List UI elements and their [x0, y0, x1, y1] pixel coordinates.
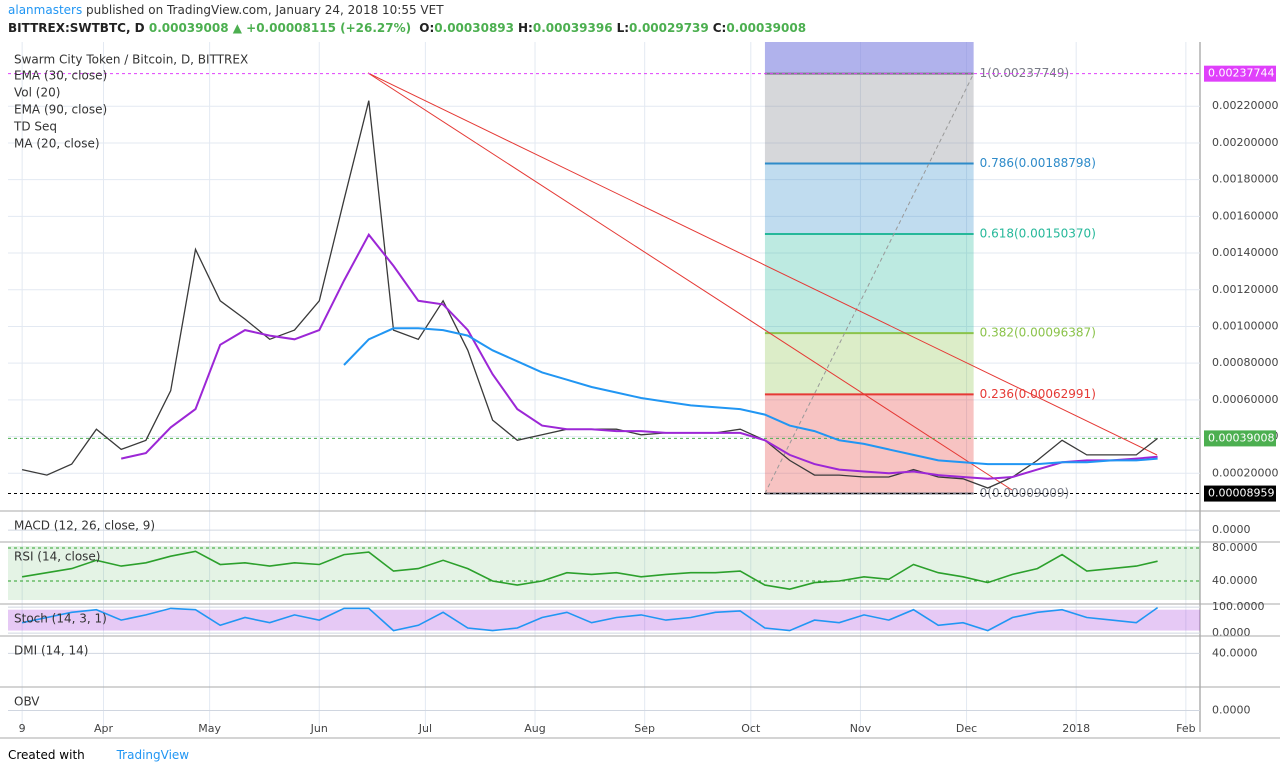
pane-line	[21, 606, 1159, 632]
fib-label: 0(0.00009009)	[980, 486, 1070, 500]
fib-label: 0.382(0.00096387)	[980, 326, 1096, 340]
author: alanmasters	[8, 3, 83, 17]
price-badge-label: 0.00008959	[1208, 487, 1274, 500]
change: ▲ +0.00008115 (+26.27%)	[232, 21, 412, 35]
y-tick-label: 0.00220000	[1212, 99, 1278, 112]
x-tick-label: Dec	[956, 722, 977, 735]
x-tick-label: Sep	[634, 722, 655, 735]
legend-entry: TD Seq	[13, 120, 57, 134]
y-tick-label: 0.00060000	[1212, 393, 1278, 406]
x-tick-label: 9	[19, 722, 26, 735]
ohlc-value: 0.00030893	[434, 21, 515, 35]
price-badge	[1204, 430, 1276, 447]
x-tick-label: Jul	[418, 722, 432, 735]
fib-label: 0.786(0.00188798)	[980, 156, 1096, 170]
ohlc-key: C:	[712, 21, 727, 35]
y-tick-label: 0.00200000	[1212, 136, 1278, 149]
header-line: alanmasters published on TradingView.com…	[8, 3, 444, 17]
y-tick-label: 0.00080000	[1212, 356, 1278, 369]
x-tick-label: 2018	[1062, 722, 1090, 735]
x-tick-label: Apr	[94, 722, 114, 735]
pane-title: OBV	[14, 695, 40, 709]
pane-title: MACD (12, 26, close, 9)	[14, 519, 155, 533]
x-tick-label: Jun	[310, 722, 328, 735]
indicator-line	[120, 232, 1158, 480]
y-tick-label: 0.0000	[1212, 626, 1251, 639]
price-axis-bg	[1200, 42, 1280, 732]
symbol: BITTREX:SWTBTC, D	[8, 21, 145, 35]
created-with: Created with	[8, 748, 85, 762]
legend-entry: EMA (30, close)	[14, 69, 107, 83]
fib-label: 0.236(0.00062991)	[980, 387, 1096, 401]
x-tick-label: Nov	[850, 722, 872, 735]
x-tick-label: May	[198, 722, 221, 735]
legend-entry: MA (20, close)	[14, 137, 100, 151]
ohlc-value: 0.00029739	[629, 21, 709, 35]
y-tick-label: 0.0000	[1212, 523, 1251, 536]
price-badge	[1204, 485, 1276, 502]
y-tick-label: 0.00160000	[1212, 209, 1278, 222]
fib-diagonal	[764, 73, 975, 494]
fib-band	[764, 333, 974, 395]
published: published on TradingView.com, January 24…	[86, 3, 444, 17]
quote-line: BITTREX:SWTBTC, D 0.00039008 ▲ +0.000081…	[8, 21, 806, 35]
price-badge-label: 0.00039008	[1208, 431, 1274, 444]
ohlc-key: H:	[518, 21, 533, 35]
fib-band	[764, 163, 974, 235]
footer: Created with TradingView	[8, 748, 189, 762]
price-badge-label: 0.00237744	[1208, 67, 1274, 80]
pane-title: Stoch (14, 3, 1)	[14, 612, 107, 626]
last-price: 0.00039008	[148, 21, 229, 35]
y-tick-label: 0.00180000	[1212, 173, 1278, 186]
ohlc-key: L:	[616, 21, 630, 35]
pane-title: DMI (14, 14)	[14, 644, 88, 658]
y-tick-label: 100.0000	[1212, 600, 1265, 613]
trend-line	[367, 72, 1158, 456]
legend-entry: EMA (90, close)	[14, 103, 107, 117]
y-tick-label: 0.00100000	[1212, 319, 1278, 332]
fib-label: 0.618(0.00150370)	[980, 227, 1096, 241]
pane-line	[21, 550, 1158, 591]
fib-label: 1(0.00237749)	[980, 66, 1070, 80]
y-tick-label: 80.0000	[1212, 541, 1258, 554]
y-tick-label: 0.00120000	[1212, 283, 1278, 296]
fib-band	[764, 73, 974, 164]
y-tick-label: 0.00020000	[1212, 466, 1278, 479]
y-tick-label: 40.0000	[1212, 646, 1258, 659]
x-tick-label: Feb	[1176, 722, 1195, 735]
y-tick-label: 0.00140000	[1212, 246, 1278, 259]
x-tick-label: Oct	[741, 722, 761, 735]
ohlc-key: O:	[419, 21, 435, 35]
legend-entry: Vol (20)	[14, 86, 60, 100]
fib-top-band	[764, 42, 974, 74]
indicator-line	[343, 327, 1158, 466]
brand[interactable]: TradingView	[116, 748, 190, 762]
y-tick-label: 0.0000	[1212, 704, 1251, 717]
ohlc-value: 0.00039396	[532, 21, 613, 35]
ohlc-value: 0.00039008	[726, 21, 807, 35]
x-tick-label: Aug	[524, 722, 545, 735]
chart: 9 Apr May Jun Jul Aug Sep Oct Nov Dec 2018 Feb 0.000…	[0, 42, 1280, 739]
pane-title: RSI (14, close)	[14, 550, 100, 564]
trend-line	[367, 72, 1013, 491]
fib-band	[764, 394, 974, 494]
chart-title: Swarm City Token / Bitcoin, D, BITTREX	[14, 53, 248, 67]
price-badge	[1204, 65, 1276, 82]
y-tick-label: 40.0000	[1212, 574, 1258, 587]
